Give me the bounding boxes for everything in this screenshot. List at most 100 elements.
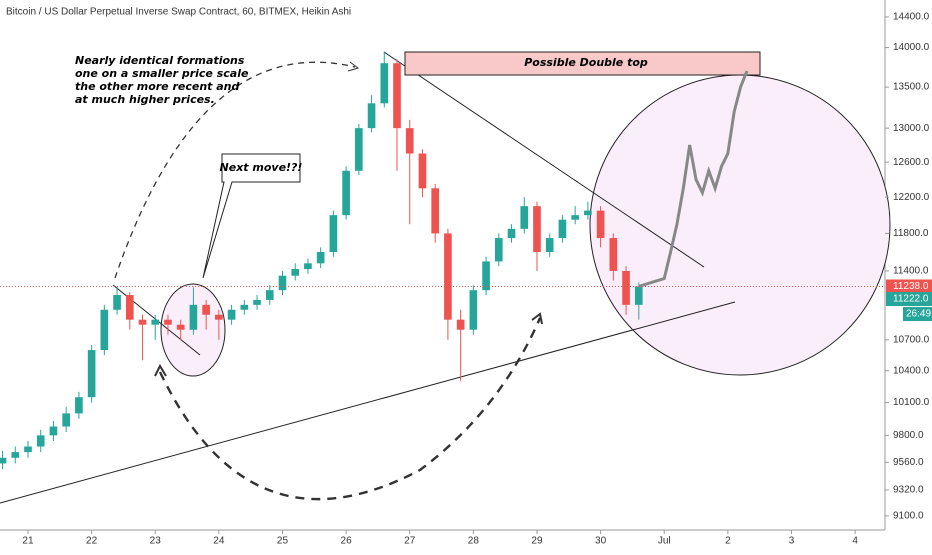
x-tick-label: 25 bbox=[277, 536, 289, 547]
candle-body bbox=[405, 128, 414, 154]
x-tick-label: 4 bbox=[852, 536, 858, 547]
candle-body bbox=[304, 263, 312, 270]
candle-body bbox=[0, 457, 7, 464]
candle-body bbox=[609, 238, 618, 271]
x-tick-label: 24 bbox=[213, 536, 225, 547]
y-tick-label: 12200.0 bbox=[893, 192, 930, 203]
candle-body bbox=[418, 153, 427, 189]
candle-body bbox=[189, 304, 198, 330]
candle-body bbox=[36, 435, 45, 447]
callout bbox=[202, 153, 301, 279]
candle-body bbox=[545, 238, 554, 253]
candle-body bbox=[469, 290, 478, 330]
y-tick-label: 13000.0 bbox=[893, 123, 930, 134]
candle-body bbox=[151, 319, 160, 325]
candle-body bbox=[176, 324, 185, 330]
price-label-box bbox=[886, 292, 932, 307]
x-tick-label: 26 bbox=[341, 536, 353, 547]
box-text: Possible Double top bbox=[524, 56, 648, 69]
candle-body bbox=[11, 452, 20, 458]
arrow-head bbox=[347, 61, 360, 72]
candle-body bbox=[634, 286, 643, 305]
y-tick-label: 14400.0 bbox=[893, 12, 930, 23]
countdown: 26:49 bbox=[906, 309, 931, 320]
note: the other more recent and bbox=[75, 80, 240, 93]
y-tick-label: 9320.0 bbox=[893, 485, 924, 496]
y-tick-label: 12600.0 bbox=[893, 157, 930, 168]
countdown-box bbox=[903, 307, 932, 322]
y-tick-label: 9800.0 bbox=[893, 430, 924, 441]
price-label: 11238.0 bbox=[893, 281, 929, 292]
price-label-box bbox=[886, 279, 932, 294]
y-tick-label: 10700.0 bbox=[893, 334, 930, 345]
candle-body bbox=[393, 63, 401, 129]
x-tick-label: Jul bbox=[658, 536, 671, 547]
candle-body bbox=[584, 210, 592, 216]
x-tick-label: 22 bbox=[86, 536, 98, 547]
candle-body bbox=[49, 426, 58, 436]
candle-body bbox=[558, 219, 567, 239]
x-tick-label: 3 bbox=[789, 536, 795, 547]
candle-body bbox=[355, 128, 363, 171]
circle bbox=[589, 74, 891, 376]
candle-body bbox=[62, 413, 70, 427]
candle-body bbox=[138, 319, 147, 325]
candle-body bbox=[265, 290, 274, 300]
note: one on a smaller price scale bbox=[75, 67, 249, 80]
candle-body bbox=[507, 228, 516, 239]
y-tick-label: 14000.0 bbox=[893, 42, 930, 53]
candle-body bbox=[520, 206, 529, 229]
label-box bbox=[404, 51, 761, 76]
candle-body bbox=[75, 397, 83, 414]
x-tick-label: 29 bbox=[531, 536, 543, 547]
arrow-head bbox=[531, 312, 543, 325]
y-tick-label: 10100.0 bbox=[893, 397, 930, 408]
y-tick-label: 10400.0 bbox=[893, 365, 930, 376]
candle-body bbox=[444, 233, 452, 320]
x-tick-label: 2 bbox=[725, 536, 731, 547]
trend-line bbox=[0, 301, 736, 504]
candle-body bbox=[215, 314, 223, 320]
chart-title: Bitcoin / US Dollar Perpetual Inverse Sw… bbox=[6, 7, 351, 18]
price-axis bbox=[885, 0, 932, 550]
arrow bbox=[114, 61, 356, 279]
candle-body bbox=[24, 446, 32, 453]
callout-text: Next move!?! bbox=[220, 161, 303, 174]
projection bbox=[638, 70, 749, 288]
y-tick-label: 11800.0 bbox=[893, 228, 929, 239]
plot bbox=[0, 51, 749, 470]
candle-body bbox=[202, 304, 210, 315]
x-tick-label: 21 bbox=[22, 536, 34, 547]
candle-body bbox=[571, 215, 579, 220]
candle-body bbox=[456, 319, 465, 330]
candle-body bbox=[482, 261, 490, 291]
candle-body bbox=[100, 309, 109, 351]
price-label: 11222.0 bbox=[893, 294, 929, 305]
candle-body bbox=[367, 103, 376, 129]
note: at much higher prices. bbox=[75, 93, 215, 106]
y-tick-label: 9100.0 bbox=[893, 511, 924, 522]
candle-body bbox=[291, 269, 300, 276]
trend-line bbox=[383, 51, 705, 268]
candle-body bbox=[329, 215, 338, 253]
candle-body bbox=[87, 350, 96, 398]
candle-body bbox=[596, 210, 605, 239]
candle-body bbox=[316, 252, 325, 264]
y-tick-label: 9560.0 bbox=[893, 457, 924, 468]
x-tick-label: 28 bbox=[468, 536, 480, 547]
y-tick-label: 11400.0 bbox=[893, 266, 929, 277]
candle-body bbox=[164, 319, 172, 325]
note: Nearly identical formations bbox=[75, 54, 245, 67]
arrow bbox=[158, 317, 542, 501]
annotations: Next move!?! Possible Double top Nearly … bbox=[0, 51, 891, 504]
candle-body bbox=[342, 170, 350, 216]
candle-body bbox=[227, 309, 236, 320]
candle-body bbox=[622, 270, 630, 305]
arrow-head bbox=[154, 363, 167, 377]
x-tick-label: 23 bbox=[150, 536, 162, 547]
candle-body bbox=[125, 295, 134, 320]
x-tick-label: 30 bbox=[595, 536, 607, 547]
candle-body bbox=[240, 304, 249, 310]
candle-body bbox=[380, 63, 389, 104]
